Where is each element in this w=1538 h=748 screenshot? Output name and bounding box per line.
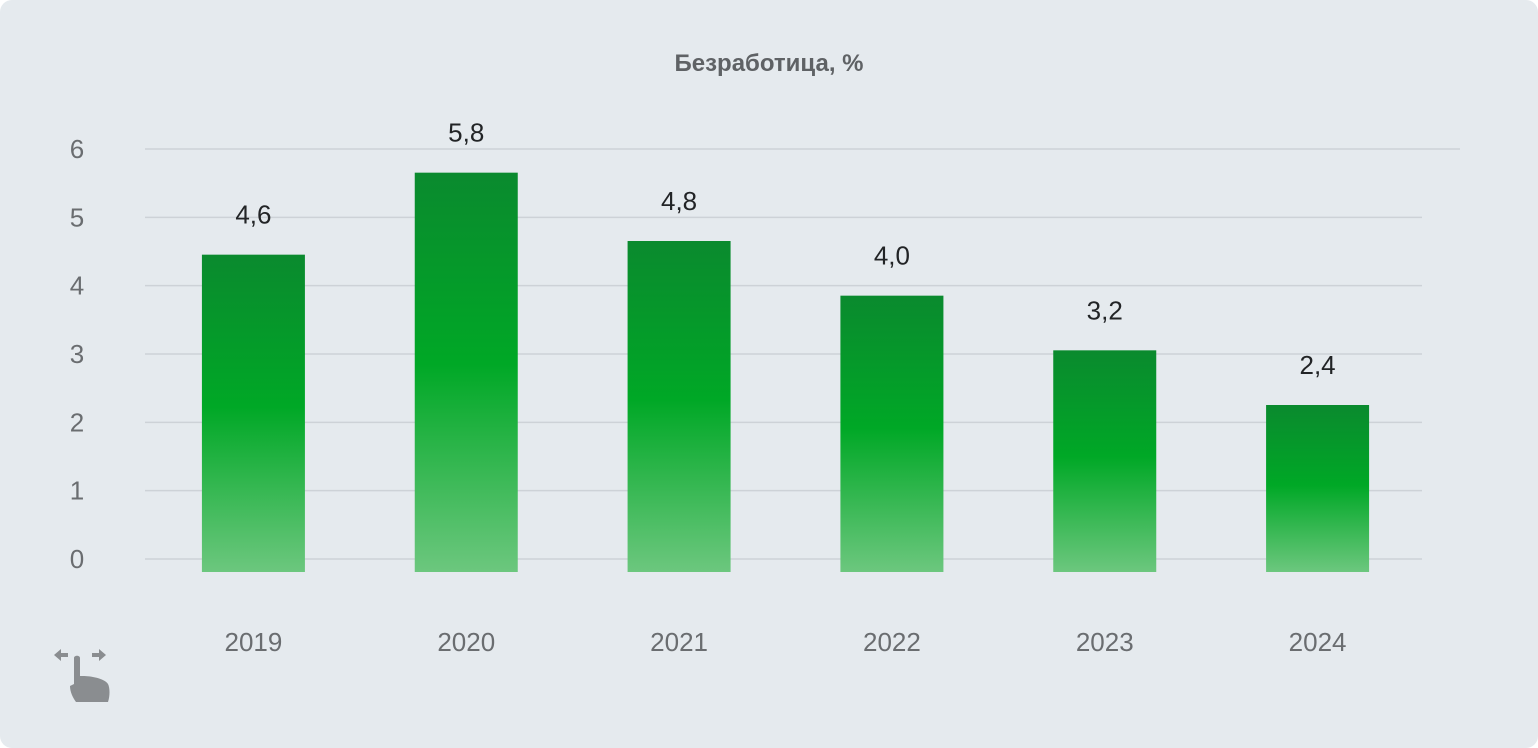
data-label-2021: 4,8 <box>661 186 697 216</box>
y-tick-label: 6 <box>70 134 84 164</box>
swipe-horizontal-hand-icon <box>54 649 110 702</box>
data-label-2019: 4,6 <box>235 200 271 230</box>
y-tick-label: 4 <box>70 271 84 301</box>
y-tick-label: 3 <box>70 339 84 369</box>
data-label-2020: 5,8 <box>448 118 484 148</box>
x-tick-label-2021: 2021 <box>650 627 708 657</box>
bar-2020 <box>414 172 518 572</box>
bar-2021 <box>627 241 731 572</box>
chart-title: Безработица, % <box>675 50 864 77</box>
gridlines <box>145 148 1460 560</box>
bar-2024 <box>1266 405 1370 572</box>
y-axis-ticks: 0 1 2 3 4 5 6 <box>70 134 84 574</box>
x-tick-label-2020: 2020 <box>437 627 495 657</box>
x-tick-label-2019: 2019 <box>224 627 282 657</box>
y-tick-label: 2 <box>70 407 84 437</box>
y-tick-label: 1 <box>70 476 84 506</box>
y-tick-label: 5 <box>70 202 84 232</box>
x-tick-label-2024: 2024 <box>1289 627 1347 657</box>
x-tick-label-2023: 2023 <box>1076 627 1134 657</box>
data-label-2024: 2,4 <box>1300 350 1336 380</box>
data-label-2023: 3,2 <box>1087 295 1123 325</box>
bar-2022 <box>840 295 944 572</box>
data-labels: 4,6 5,8 4,8 4,0 3,2 2,4 <box>235 118 1335 380</box>
bar-2023 <box>1053 350 1157 572</box>
data-label-2022: 4,0 <box>874 241 910 271</box>
x-axis-ticks: 2019 2020 2021 2022 2023 2024 <box>224 627 1346 657</box>
y-tick-label: 0 <box>70 544 84 574</box>
bars <box>201 172 1370 572</box>
x-tick-label-2022: 2022 <box>863 627 921 657</box>
bar-2019 <box>201 254 305 572</box>
